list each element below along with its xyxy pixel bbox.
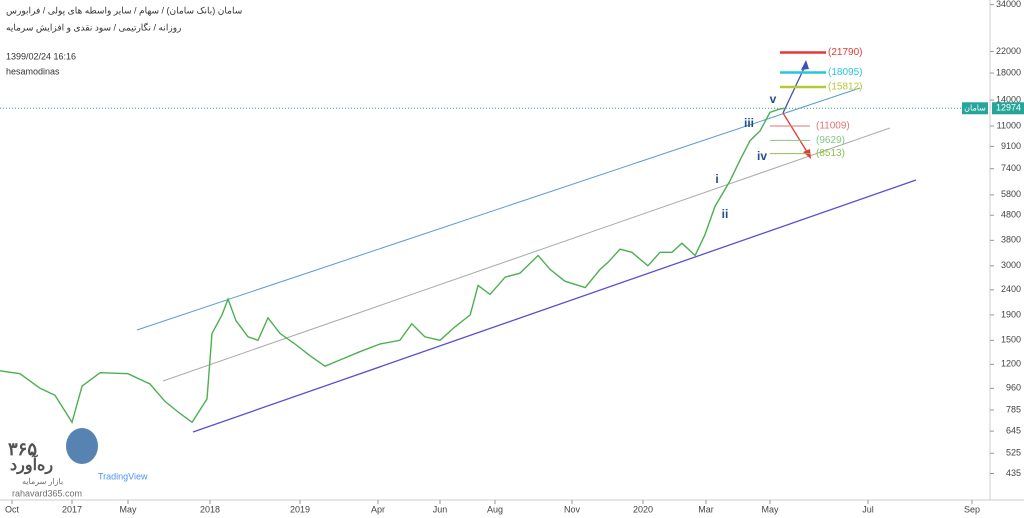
watermark-tagline: بازار سرمایه (22, 477, 63, 486)
target-label: (8513) (816, 148, 845, 159)
target-label: (21790) (828, 47, 862, 58)
chart-subtitle: روزانه / نگارتیمی / سود نقدی و افزایش سر… (6, 21, 181, 33)
y-tick-label: 7400 (1001, 163, 1021, 173)
x-tick-label: Oct (5, 504, 20, 514)
y-tick-label: 18000 (996, 67, 1021, 77)
channel-middle (162, 127, 891, 382)
y-tick-label: 645 (1006, 426, 1021, 436)
x-tick-label: Sep (964, 504, 980, 514)
x-tick-label: May (761, 504, 779, 514)
watermark-platform: TradingView (98, 471, 148, 481)
y-tick-label: 11000 (997, 120, 1021, 130)
channel-lower (192, 179, 917, 433)
watermark: ۳۶۵ ره‌آورد بازار سرمایه rahavard365.com… (8, 428, 148, 498)
x-tick-label: 2020 (633, 504, 653, 514)
chart-title: سامان (بانک سامان) / سهام / سایر واسطه ه… (6, 5, 242, 16)
wave-label: v (770, 92, 777, 106)
wave-label: iii (744, 116, 754, 130)
y-tick-label: 22000 (996, 46, 1021, 56)
x-tick-label: 2018 (200, 504, 220, 514)
y-tick-label: 1500 (1001, 335, 1021, 345)
watermark-digits: ۳۶۵ (8, 439, 37, 459)
last-price-label: 12974 (996, 103, 1021, 113)
y-tick-label: 785 (1006, 404, 1021, 414)
price-line (0, 107, 786, 425)
target-label: (15812) (828, 82, 862, 93)
wave-label: i (715, 172, 718, 186)
bear-arrow (782, 112, 810, 156)
last-price-tag: سامان (964, 103, 986, 112)
y-tick-label: 3800 (1001, 235, 1021, 245)
timestamp: 1399/02/24 16:16 (6, 51, 76, 61)
logo-mark (66, 428, 98, 464)
y-tick-label: 525 (1006, 448, 1021, 458)
y-tick-label: 2400 (1001, 284, 1021, 294)
y-tick-label: 1200 (1001, 359, 1021, 369)
x-tick-label: 2019 (290, 504, 310, 514)
channel-upper (136, 87, 861, 331)
y-tick-label: 435 (1006, 468, 1021, 478)
y-tick-label: 5800 (1001, 189, 1021, 199)
y-tick-label: 9100 (1001, 141, 1021, 151)
x-tick-label: Apr (371, 504, 385, 514)
y-tick-label: 3000 (1001, 260, 1021, 270)
x-tick-label: Jun (433, 504, 448, 514)
wave-label: iv (757, 149, 767, 163)
y-tick-label: 1900 (1001, 309, 1021, 319)
y-tick-label: 960 (1006, 383, 1021, 393)
y-tick-label: 4800 (1001, 210, 1021, 220)
watermark-brand: ره‌آورد (10, 453, 53, 475)
target-label: (11009) (816, 121, 850, 132)
y-tick-label: 34000 (996, 0, 1021, 9)
watermark-site: rahavard365.com (12, 488, 82, 498)
x-tick-label: Aug (487, 504, 503, 514)
target-label: (18095) (828, 67, 862, 78)
x-tick-label: Nov (564, 504, 581, 514)
target-label: (9629) (816, 135, 845, 146)
last-price-box (992, 102, 1024, 115)
wave-label: ii (722, 207, 729, 221)
x-tick-label: Jul (862, 504, 874, 514)
last-price-tag-box (962, 102, 988, 115)
bull-arrow-head (801, 60, 809, 70)
x-tick-label: 2017 (62, 504, 82, 514)
y-tick-label: 14000 (996, 94, 1021, 104)
x-tick-label: May (119, 504, 137, 514)
x-tick-label: Mar (698, 504, 714, 514)
author: hesamodinas (6, 66, 60, 76)
